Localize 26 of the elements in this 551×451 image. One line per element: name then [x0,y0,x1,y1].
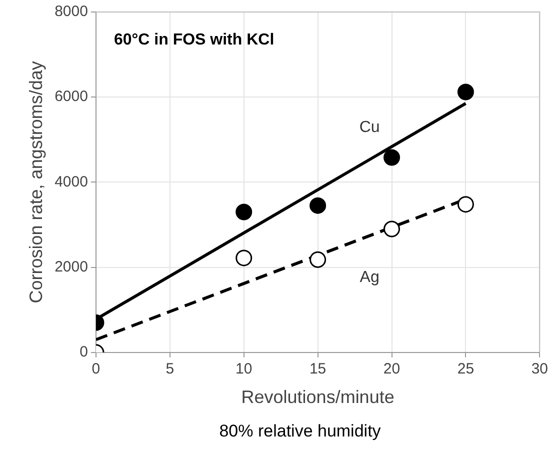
point [384,149,400,166]
x-tick-label: 30 [531,360,548,378]
x-tick-label: 5 [166,360,174,378]
point [236,204,252,220]
x-tick-label: 25 [457,360,474,378]
x-tick-label: 10 [236,360,252,378]
point [457,84,474,100]
point [384,220,400,238]
x-tick-label: 20 [383,360,400,378]
point [457,196,474,213]
text: 80% relative humidity [219,422,382,441]
point [310,197,326,214]
y-tick-label: 6000 [54,88,88,106]
x-tick-label: 15 [309,360,326,378]
text: 60°C in FOS with KCl [114,31,274,48]
x-tick-label: 0 [92,360,100,378]
y-axis-title: Corrosion rate, angstroms/day [26,61,46,304]
point [236,250,252,266]
y-tick-label: 8000 [54,3,88,20]
y-tick-label: 4000 [54,173,88,190]
series-label: Cu [359,118,380,136]
y-tick-label: 2000 [54,258,88,276]
series-label: Ag [360,269,380,286]
x-axis-title: Revolutions/minute [241,387,394,408]
y-tick-label: 0 [80,344,88,361]
point [310,251,326,268]
